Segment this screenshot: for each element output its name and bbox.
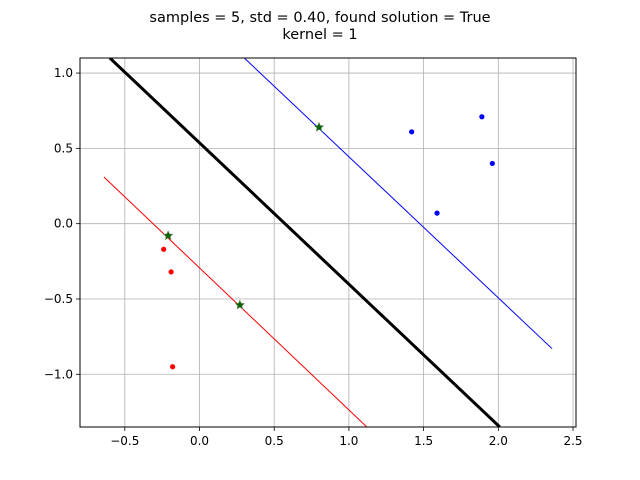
chart-title-line-2: kernel = 1: [282, 27, 357, 43]
decision-boundary-line: [108, 58, 501, 427]
x-tick-label: 2.0: [489, 434, 508, 448]
blue-data-point: [409, 129, 415, 135]
y-tick-label: −0.5: [44, 292, 73, 306]
x-tick-label: 0.0: [190, 434, 209, 448]
x-tick-label: 0.5: [265, 434, 284, 448]
support-vector-point: [234, 299, 246, 310]
blue-data-point: [434, 210, 440, 216]
y-tick-label: 1.0: [54, 66, 73, 80]
x-tick-label: 2.5: [563, 434, 582, 448]
red-data-point: [168, 269, 174, 275]
margin-positive-line: [243, 58, 553, 350]
support-vector-point: [313, 121, 325, 132]
red-data-point: [161, 246, 167, 252]
grid: [80, 58, 576, 427]
axes-frame: [79, 57, 577, 428]
margin-negative-line: [103, 176, 368, 427]
blue-data-point: [489, 160, 495, 167]
y-tick-label: 0.5: [54, 141, 73, 155]
blue-data-point: [479, 114, 485, 120]
support-vector-point: [162, 230, 174, 241]
red-data-point: [170, 364, 176, 370]
plot-area: [103, 58, 553, 427]
y-tick-label: 0.0: [54, 217, 73, 231]
x-tick-label: 1.0: [339, 434, 358, 448]
y-axis: −1.0 −0.5 0.0 0.5 1.0: [44, 66, 80, 381]
x-tick-label: −0.5: [110, 434, 139, 448]
x-axis: −0.5 0.0 0.5 1.0 1.5 2.0 2.5: [110, 427, 583, 448]
chart-title-line-1: samples = 5, std = 0.40, found solution …: [149, 10, 490, 26]
y-tick-label: −1.0: [44, 367, 73, 381]
x-tick-label: 1.5: [414, 434, 433, 448]
